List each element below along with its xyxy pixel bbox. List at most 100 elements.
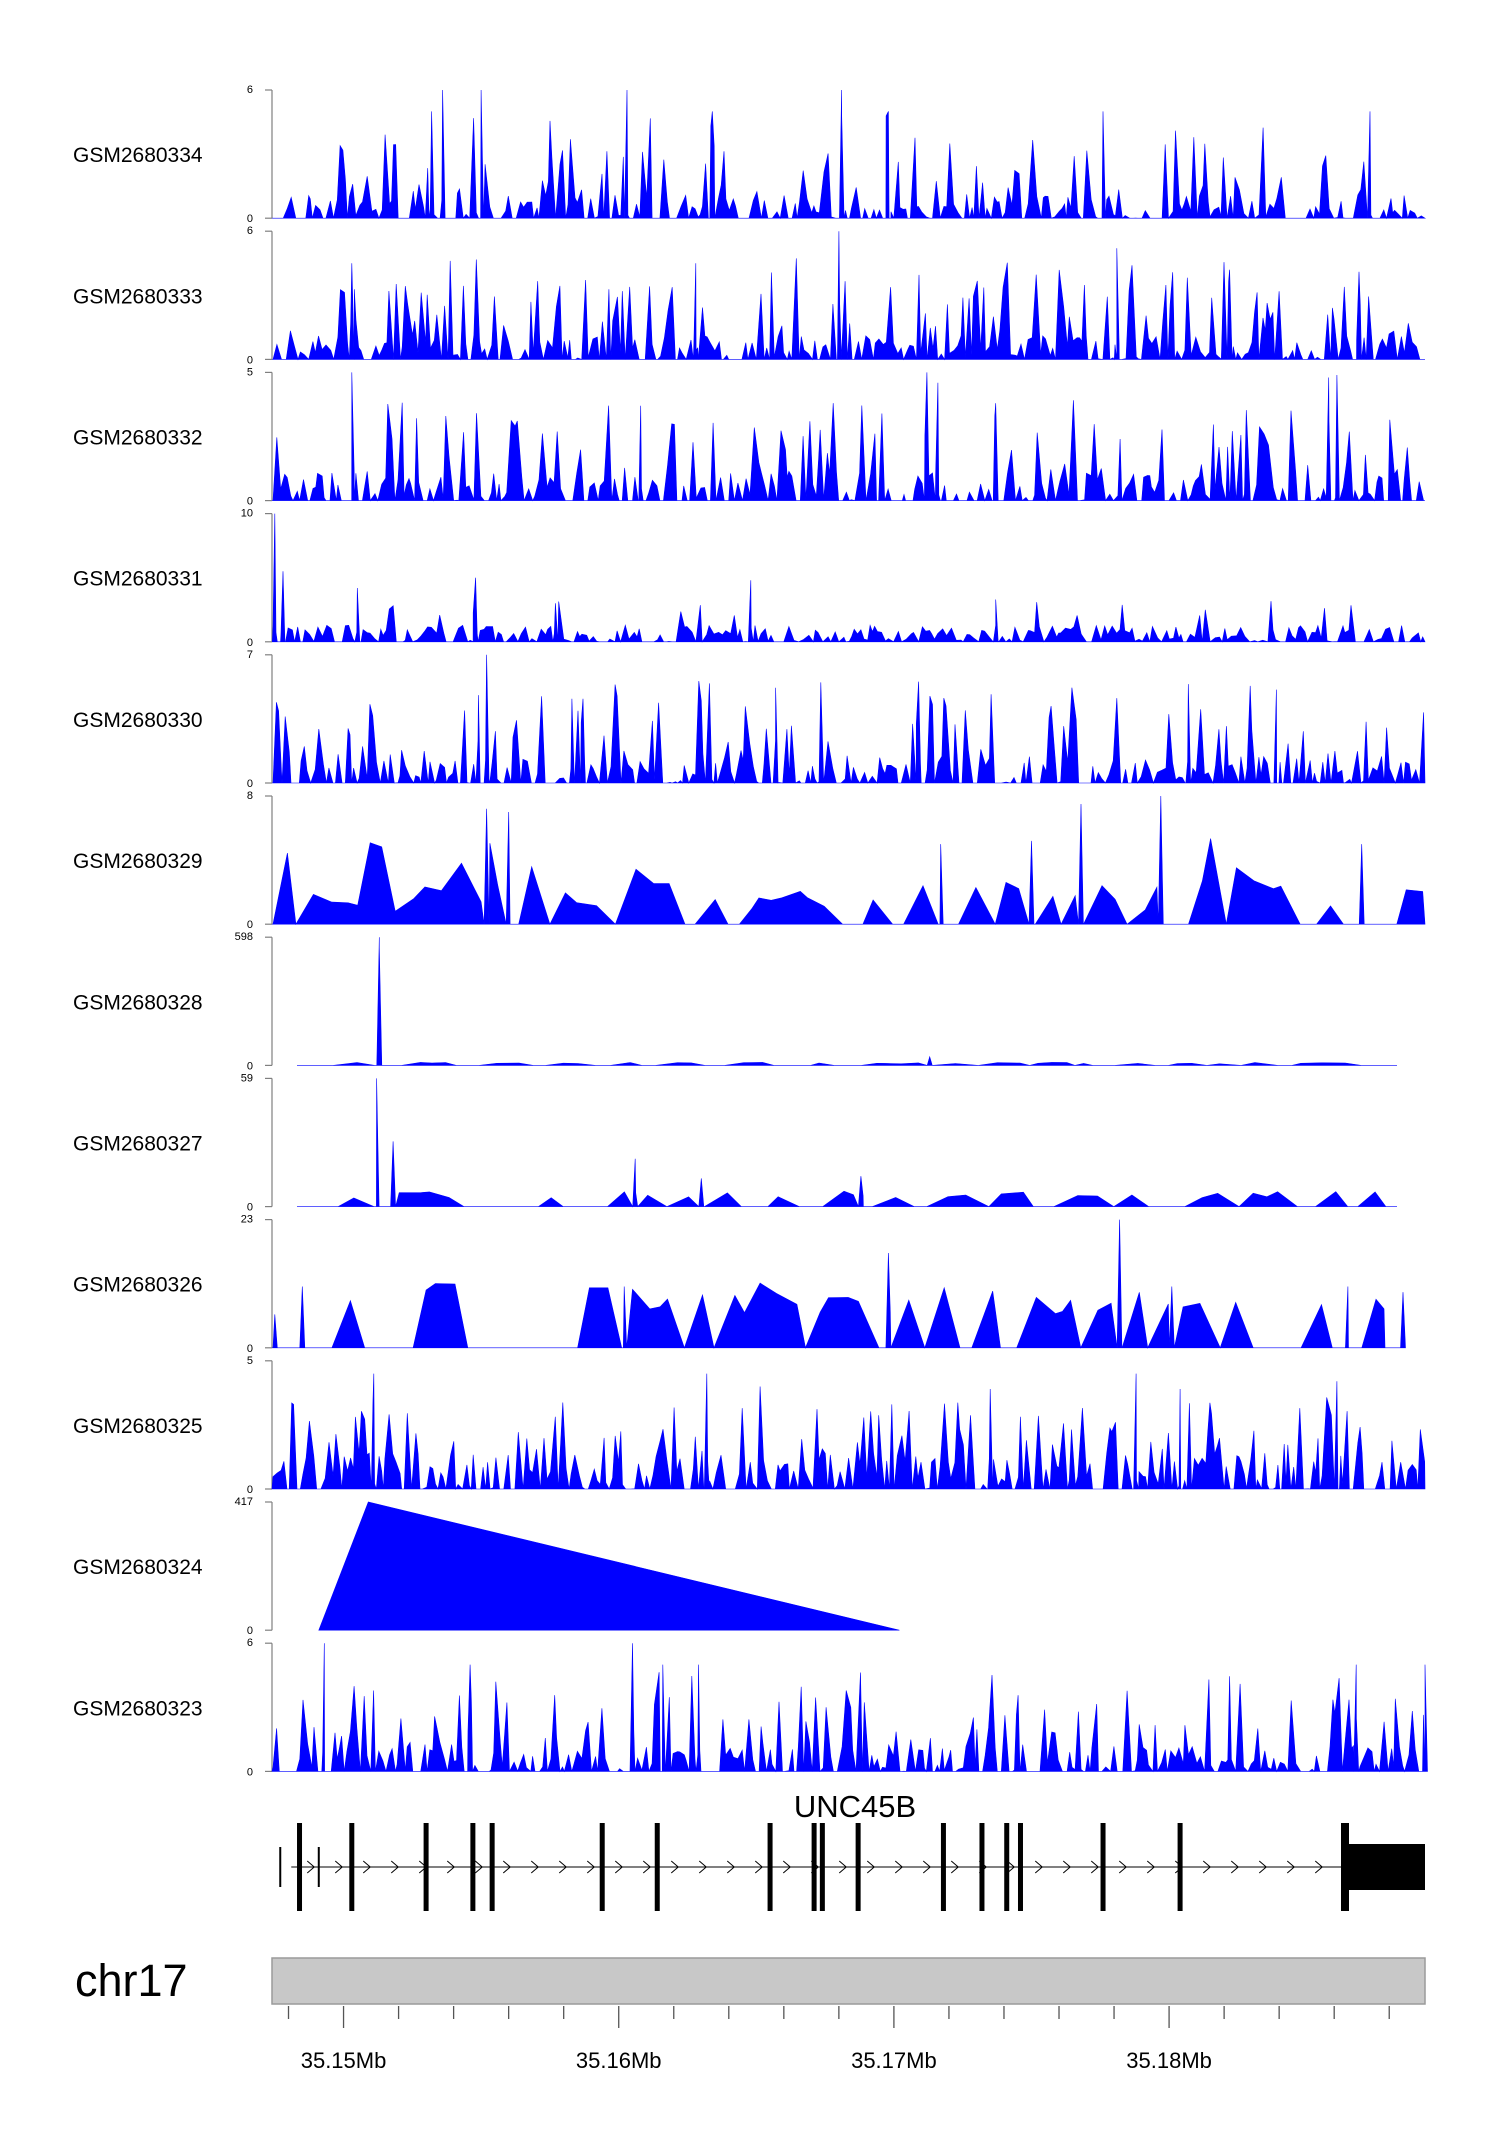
y-tick-label-max: 7 bbox=[247, 649, 253, 661]
y-tick-label-max: 417 bbox=[235, 1496, 253, 1508]
exon bbox=[1004, 1823, 1010, 1911]
strand-arrow bbox=[474, 1860, 484, 1874]
strand-arrow bbox=[1314, 1860, 1324, 1874]
exon bbox=[599, 1823, 605, 1911]
genome-axis: 35.15Mb 35.16Mb 35.17Mb 35.18Mb bbox=[287, 2006, 1390, 2073]
strand-arrow bbox=[558, 1860, 568, 1874]
track-gsm2680330: GSM2680330 7 0 bbox=[73, 649, 1426, 790]
y-tick-label-max: 10 bbox=[241, 508, 253, 520]
track-name-label: GSM2680334 bbox=[73, 144, 203, 167]
exon bbox=[279, 1847, 282, 1887]
strand-arrow bbox=[894, 1860, 904, 1874]
strand-arrow bbox=[1230, 1860, 1240, 1874]
strand-arrow bbox=[866, 1860, 876, 1874]
y-tick-label-zero: 0 bbox=[247, 1343, 253, 1355]
exon bbox=[1177, 1823, 1183, 1911]
strand-arrow bbox=[306, 1860, 316, 1874]
exon-last bbox=[1341, 1823, 1349, 1911]
coverage-area bbox=[272, 231, 1425, 361]
coverage-area bbox=[271, 1643, 1428, 1773]
y-tick-label-max: 598 bbox=[235, 931, 253, 943]
strand-arrow bbox=[950, 1860, 960, 1874]
y-tick-label-zero: 0 bbox=[247, 1202, 253, 1214]
coverage-area bbox=[272, 513, 1426, 643]
track-gsm2680333: GSM2680333 6 0 bbox=[73, 225, 1425, 366]
axis-tick-label: 35.15Mb bbox=[301, 2048, 387, 2073]
axis-tick-label: 35.16Mb bbox=[576, 2048, 662, 2073]
strand-arrow bbox=[1006, 1860, 1016, 1874]
track-gsm2680328: GSM2680328 598 0 bbox=[73, 931, 1397, 1072]
strand-arrow bbox=[754, 1860, 764, 1874]
strand-arrow bbox=[530, 1860, 540, 1874]
track-name-label: GSM2680330 bbox=[73, 709, 203, 732]
y-tick-label-max: 6 bbox=[247, 225, 253, 237]
exon bbox=[489, 1823, 495, 1911]
track-name-label: GSM2680327 bbox=[73, 1133, 203, 1156]
chromosome-ideogram: chr17 bbox=[75, 1955, 1426, 2006]
strand-arrow bbox=[446, 1860, 456, 1874]
strand-arrow bbox=[390, 1860, 400, 1874]
y-tick-label-zero: 0 bbox=[247, 1766, 253, 1778]
y-tick-label-zero: 0 bbox=[247, 1625, 253, 1637]
track-gsm2680327: GSM2680327 59 0 bbox=[73, 1072, 1397, 1214]
gene-name-label: UNC45B bbox=[794, 1789, 916, 1824]
coverage-area bbox=[297, 937, 1397, 1066]
y-tick-label-zero: 0 bbox=[247, 1060, 253, 1072]
track-gsm2680325: GSM2680325 5 0 bbox=[73, 1355, 1426, 1496]
track-gsm2680323: GSM2680323 6 0 bbox=[73, 1637, 1428, 1778]
coverage-tracks: GSM268033460GSM268033360GSM268033250GSM2… bbox=[73, 84, 1428, 1778]
exon bbox=[811, 1823, 817, 1911]
strand-arrow bbox=[1146, 1860, 1156, 1874]
chromosome-band bbox=[271, 1957, 1426, 2005]
exon bbox=[654, 1823, 660, 1911]
exon bbox=[423, 1823, 429, 1911]
strand-arrow bbox=[1286, 1860, 1296, 1874]
strand-arrow bbox=[1090, 1860, 1100, 1874]
chromosome-label: chr17 bbox=[75, 1955, 188, 2006]
exon bbox=[979, 1823, 985, 1911]
coverage-area bbox=[272, 372, 1425, 502]
y-tick-label-max: 5 bbox=[247, 1355, 253, 1367]
utr-block bbox=[1349, 1844, 1425, 1890]
y-tick-label-max: 23 bbox=[241, 1214, 253, 1226]
y-tick-label-zero: 0 bbox=[247, 919, 253, 931]
track-name-label: GSM2680326 bbox=[73, 1274, 203, 1297]
track-name-label: GSM2680323 bbox=[73, 1697, 203, 1720]
track-gsm2680324: GSM2680324 417 0 bbox=[73, 1496, 900, 1637]
strand-arrow bbox=[502, 1860, 512, 1874]
strand-arrow bbox=[838, 1860, 848, 1874]
coverage-area bbox=[272, 1219, 1406, 1349]
exon bbox=[297, 1823, 303, 1911]
y-tick-label-zero: 0 bbox=[247, 354, 253, 366]
track-name-label: GSM2680325 bbox=[73, 1415, 203, 1438]
track-name-label: GSM2680328 bbox=[73, 991, 203, 1014]
exon bbox=[1100, 1823, 1106, 1911]
strand-arrow bbox=[1062, 1860, 1072, 1874]
strand-arrow bbox=[1258, 1860, 1268, 1874]
exon bbox=[349, 1823, 355, 1911]
axis-tick-label: 35.18Mb bbox=[1126, 2048, 1212, 2073]
track-name-label: GSM2680332 bbox=[73, 427, 203, 450]
exon bbox=[1017, 1823, 1023, 1911]
track-name-label: GSM2680324 bbox=[73, 1556, 203, 1579]
track-gsm2680332: GSM2680332 5 0 bbox=[73, 366, 1425, 508]
coverage-area bbox=[272, 795, 1426, 926]
track-name-label: GSM2680333 bbox=[73, 285, 203, 308]
strand-arrow bbox=[362, 1860, 372, 1874]
coverage-area bbox=[271, 1373, 1426, 1491]
exon bbox=[767, 1823, 773, 1911]
track-gsm2680334: GSM2680334 6 0 bbox=[73, 84, 1427, 225]
strand-arrow bbox=[726, 1860, 736, 1874]
exon bbox=[855, 1823, 861, 1911]
strand-arrow bbox=[586, 1860, 596, 1874]
track-name-label: GSM2680331 bbox=[73, 568, 203, 591]
strand-arrow bbox=[334, 1860, 344, 1874]
exon bbox=[470, 1823, 476, 1911]
strand-arrow bbox=[1034, 1860, 1044, 1874]
axis-tick-label: 35.17Mb bbox=[851, 2048, 937, 2073]
coverage-area bbox=[272, 654, 1426, 785]
coverage-area bbox=[297, 1078, 1397, 1208]
coverage-area bbox=[318, 1501, 900, 1631]
